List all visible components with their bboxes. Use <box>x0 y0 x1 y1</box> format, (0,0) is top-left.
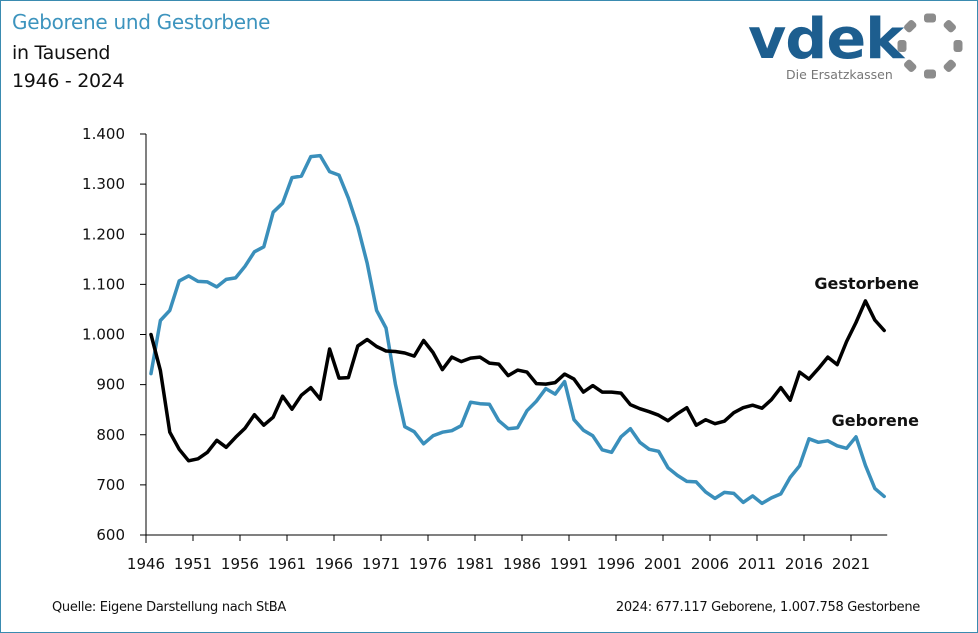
y-tick-label: 1.000 <box>82 326 125 344</box>
y-tick-label: 1.200 <box>82 225 125 243</box>
x-tick-label: 2011 <box>738 555 776 573</box>
logo-ring-icon <box>897 13 963 79</box>
series-line-geborene <box>149 153 886 506</box>
x-tick-label: 1946 <box>127 555 165 573</box>
logo-ring-segment <box>953 40 963 52</box>
x-tick-label: 2006 <box>691 555 729 573</box>
x-tick-label: 1996 <box>597 555 635 573</box>
logo-ring-segment <box>897 40 907 52</box>
source-note: Quelle: Eigene Darstellung nach StBA <box>52 600 287 615</box>
y-tick-label: 600 <box>96 526 125 544</box>
y-tick-label: 1.400 <box>82 125 125 143</box>
x-tick-label: 1966 <box>315 555 353 573</box>
y-tick-label: 900 <box>96 376 125 394</box>
label-geborene: Geborene <box>832 411 920 430</box>
axes <box>140 134 888 543</box>
logo-tagline: Die Ersatzkassen <box>786 67 893 82</box>
vdek-logo: vdek Die Ersatzkassen <box>748 12 968 92</box>
y-tick-label: 1.100 <box>82 275 125 293</box>
y-tick-label: 700 <box>96 476 125 494</box>
logo-ring-segment <box>924 69 936 79</box>
logo-ring-segment <box>943 59 956 72</box>
chart-title: Geborene und Gestorbene <box>12 10 271 34</box>
y-tick-label: 1.300 <box>82 175 125 193</box>
x-tick-label: 2016 <box>785 555 823 573</box>
summary-note: 2024: 677.117 Geborene, 1.007.758 Gestor… <box>615 600 920 615</box>
x-tick-label: 1986 <box>503 555 541 573</box>
y-axis-ticks: 600 700 800 900 1.000 1.100 1.200 1.300 1.400 <box>82 125 146 544</box>
chart-subtitle: in Tausend <box>12 42 111 64</box>
y-tick-label: 800 <box>96 426 125 444</box>
logo-ring-segment <box>904 20 917 33</box>
logo-ring-segment <box>904 59 917 72</box>
x-tick-label: 1956 <box>221 555 259 573</box>
x-tick-label: 1951 <box>174 555 212 573</box>
x-tick-label: 2021 <box>832 555 870 573</box>
x-tick-label: 1971 <box>362 555 400 573</box>
x-axis-ticks: 1946 1951 1956 1961 1966 1971 1976 1981 1986 1991… <box>127 535 870 573</box>
label-gestorbene: Gestorbene <box>814 274 919 293</box>
x-tick-label: 1981 <box>456 555 494 573</box>
x-tick-label: 1976 <box>409 555 447 573</box>
logo-ring-segment <box>943 20 956 33</box>
series-line-gestorbene <box>149 299 886 463</box>
x-tick-label: 1961 <box>268 555 306 573</box>
x-tick-label: 2001 <box>644 555 682 573</box>
chart-year-range: 1946 - 2024 <box>12 70 125 92</box>
series-lines <box>149 153 886 506</box>
x-tick-label: 1991 <box>550 555 588 573</box>
series-labels: Gestorbene Geborene <box>814 274 919 430</box>
logo-wordmark: vdek <box>748 7 904 72</box>
logo-ring-segment <box>924 13 936 23</box>
